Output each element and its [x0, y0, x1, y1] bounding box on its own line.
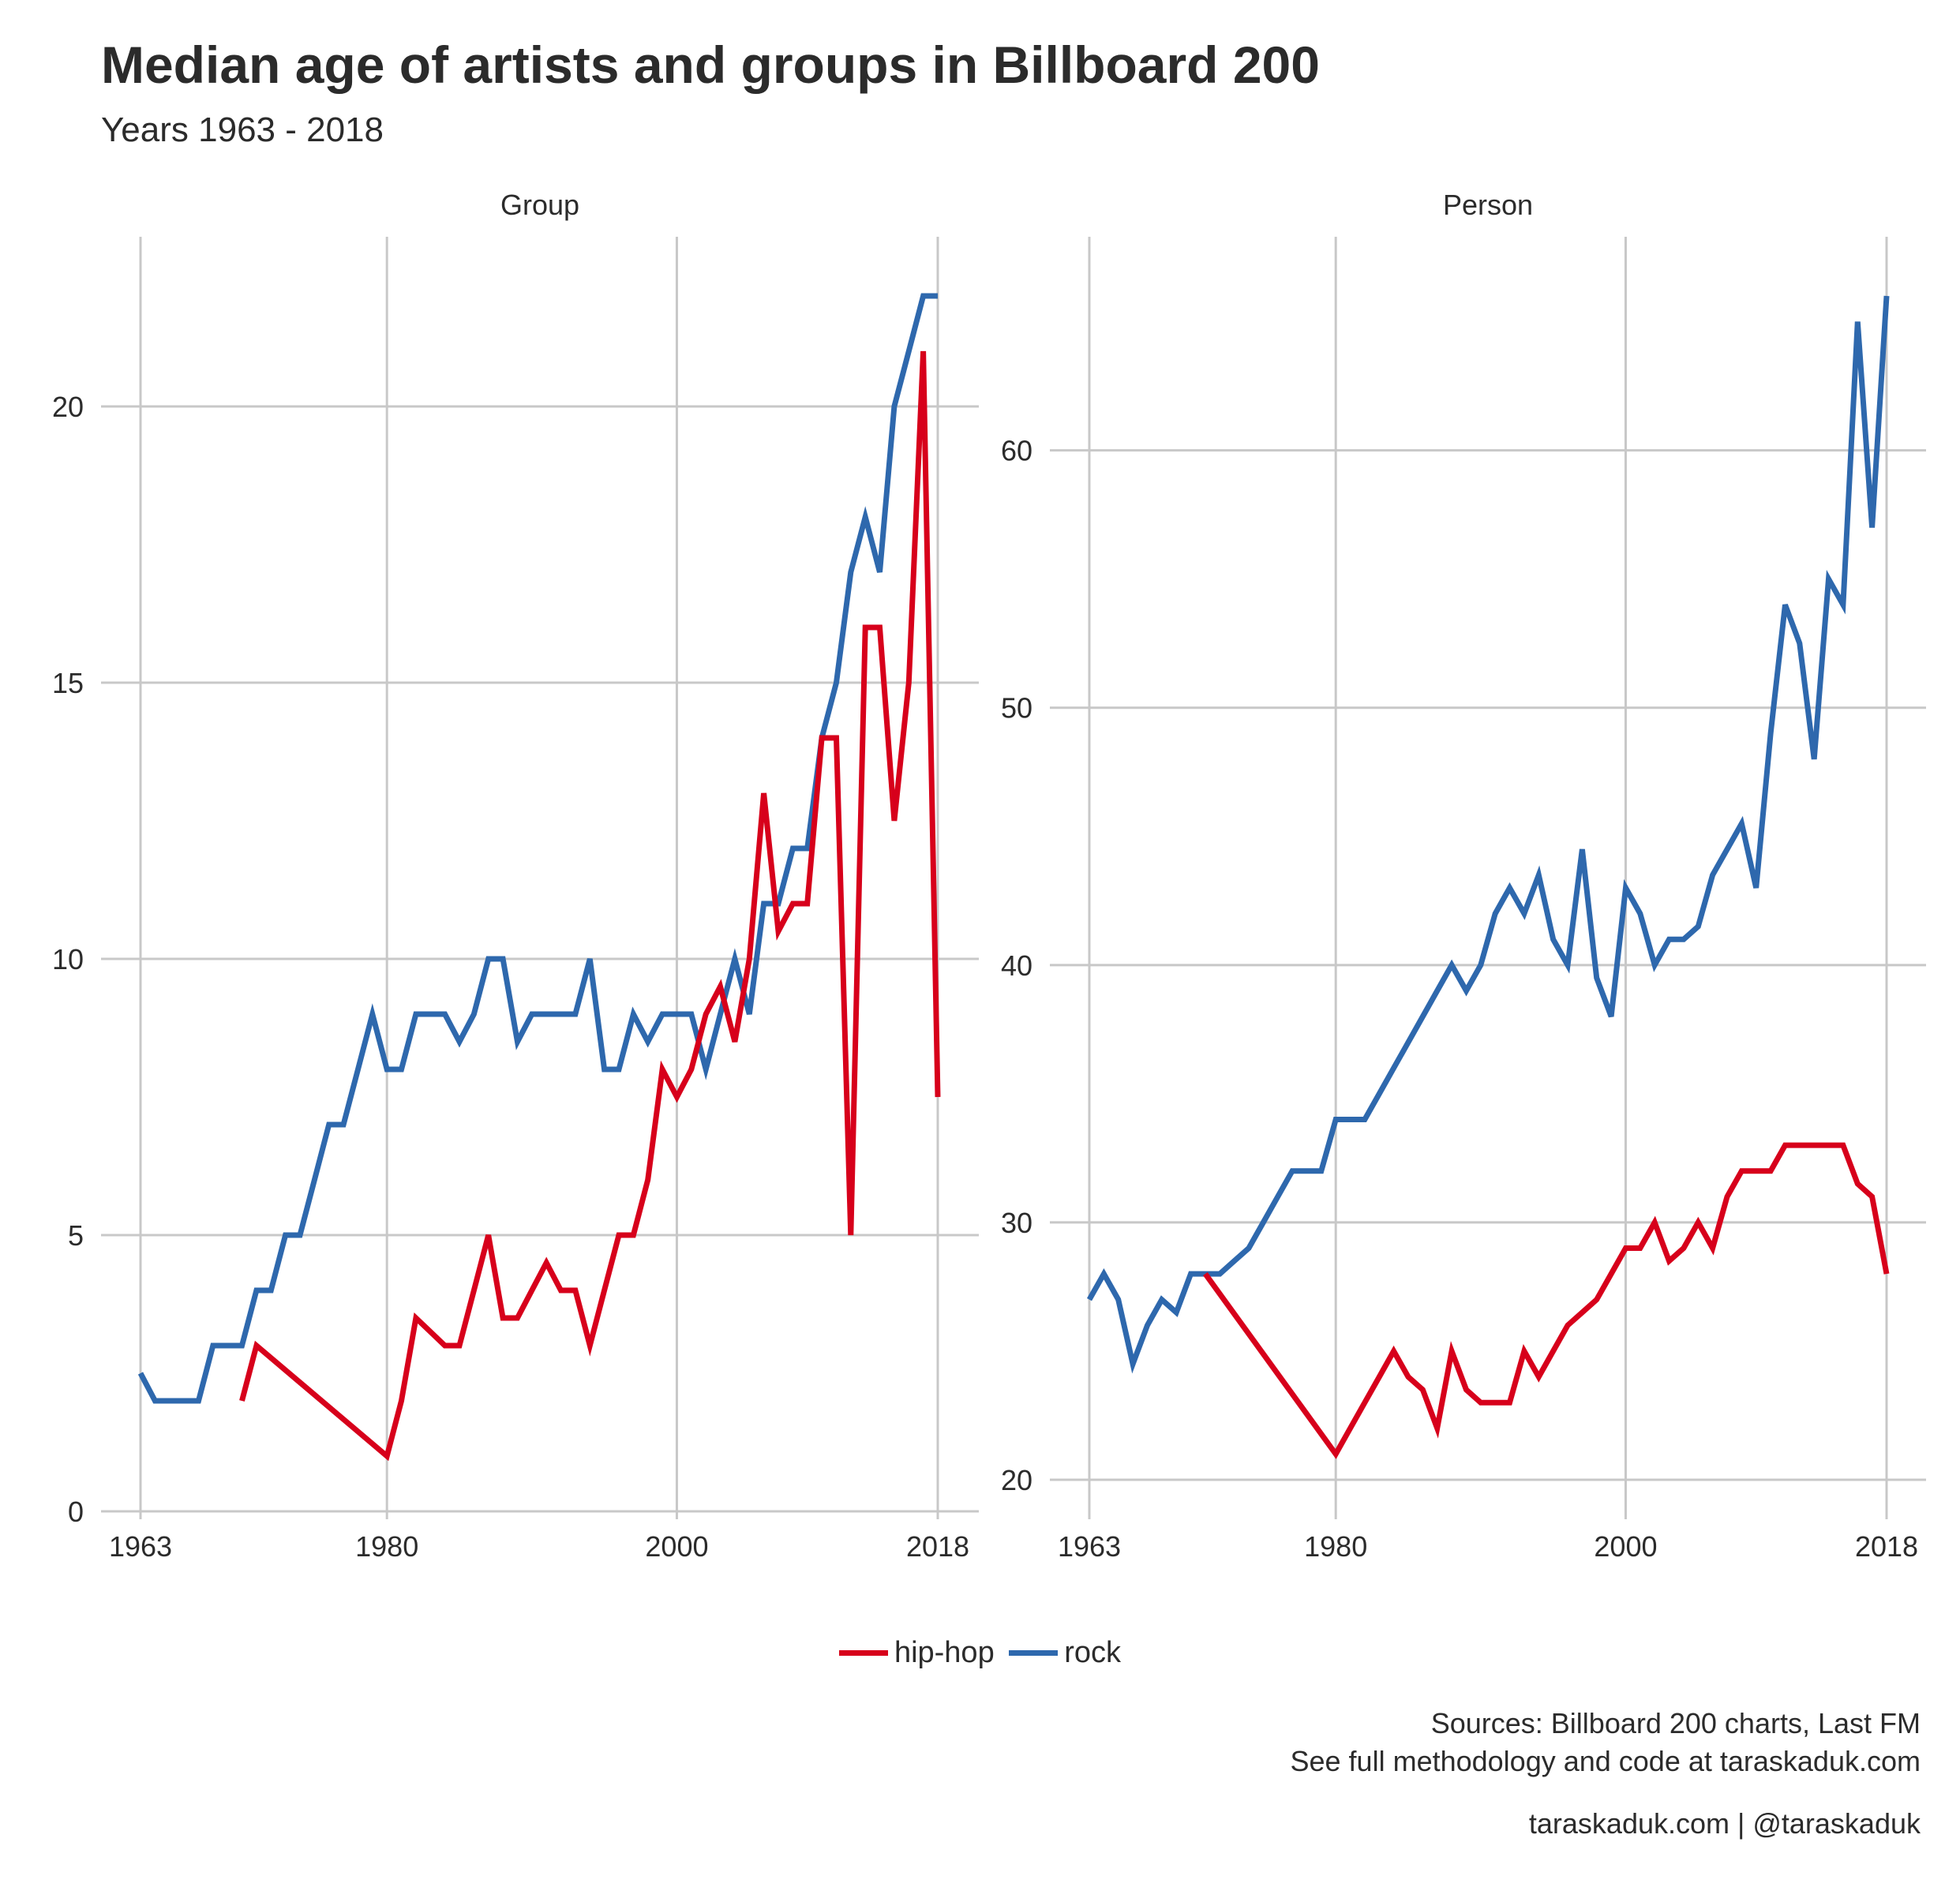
legend-swatch-hip-hop	[838, 1650, 888, 1656]
y-tick-label: 30	[1001, 1207, 1032, 1239]
series-line-rock	[137, 293, 938, 1404]
x-tick-label: 2018	[1855, 1530, 1918, 1563]
legend-swatch-rock	[1009, 1650, 1059, 1656]
x-tick-label: 2000	[645, 1530, 708, 1563]
x-tick-label: 1963	[1058, 1530, 1121, 1563]
y-tick-label: 20	[1001, 1464, 1032, 1496]
legend-item-hip-hop: hip-hop	[838, 1636, 995, 1670]
caption-sources: Sources: Billboard 200 charts, Last FM	[1430, 1707, 1921, 1739]
series-line-hip-hop	[1203, 1142, 1890, 1459]
x-tick-label: 1980	[355, 1530, 418, 1563]
y-tick-label: 15	[52, 667, 84, 699]
caption-methodology: See full methodology and code at taraska…	[1290, 1745, 1921, 1777]
credit-line: taraskaduk.com | @taraskaduk	[1528, 1807, 1921, 1840]
panel-group: Group 1963 1980 2000 2018 0 5 10 15 20	[52, 189, 979, 1563]
panel-person: Person 1963 1980 2000 2018 20 30 40 50 60	[1001, 189, 1926, 1563]
y-tick-label: 50	[1001, 692, 1032, 724]
chart-subtitle: Years 1963 - 2018	[101, 110, 384, 149]
chart-title: Median age of artists and groups in Bill…	[101, 36, 1320, 94]
legend-item-rock: rock	[1009, 1636, 1121, 1670]
x-tick-label: 2018	[906, 1530, 969, 1563]
legend: hip-hop rock	[0, 1630, 1960, 1670]
series-line-rock	[1086, 295, 1890, 1374]
y-tick-label: 20	[52, 391, 84, 423]
series-line-hip-hop	[239, 350, 941, 1462]
y-tick-label: 5	[68, 1219, 84, 1252]
x-tick-label: 1963	[109, 1530, 172, 1563]
x-tick-label: 2000	[1594, 1530, 1657, 1563]
sources-caption: Sources: Billboard 200 charts, Last FM S…	[1291, 1705, 1921, 1780]
y-tick-label: 0	[68, 1496, 84, 1528]
x-tick-label: 1980	[1304, 1530, 1367, 1563]
panel-label-person: Person	[1443, 189, 1533, 221]
panel-label-group: Group	[500, 189, 579, 221]
y-tick-label: 10	[52, 943, 84, 975]
y-tick-label: 40	[1001, 949, 1032, 982]
legend-label-rock: rock	[1064, 1636, 1122, 1669]
y-tick-label: 60	[1001, 435, 1032, 467]
legend-label-hip-hop: hip-hop	[894, 1636, 995, 1669]
